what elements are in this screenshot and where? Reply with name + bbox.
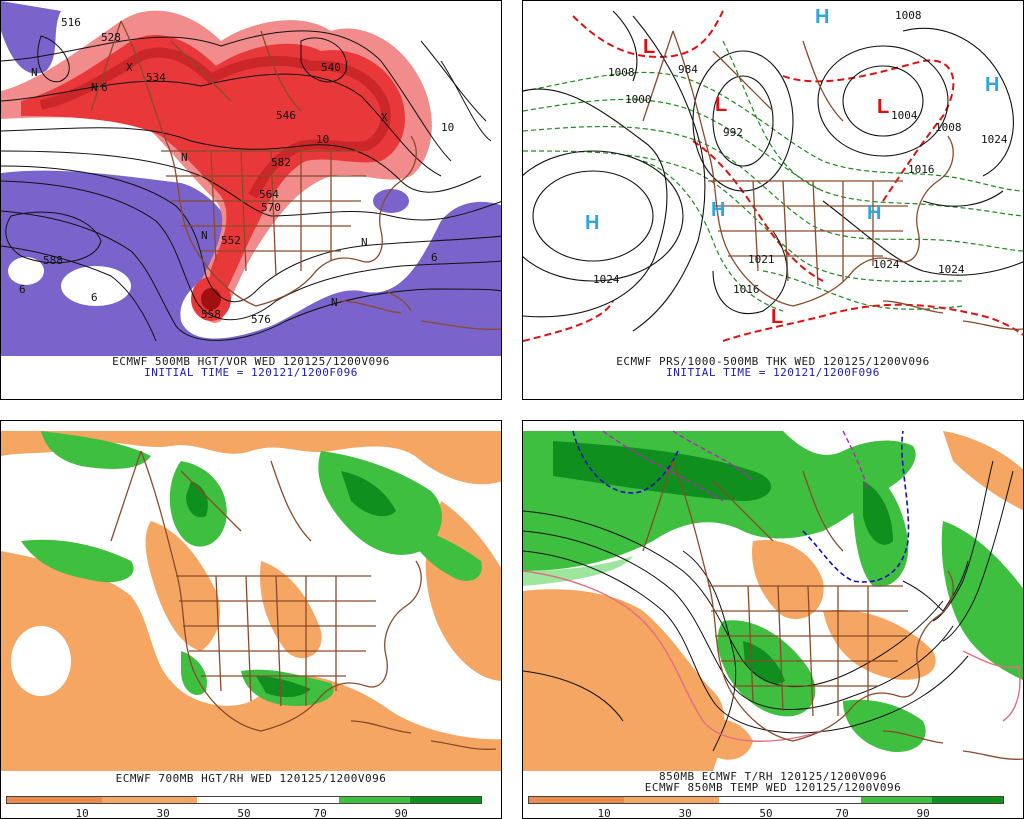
isobar-label: 1024 [873,258,900,271]
dry-area [523,431,1023,771]
temp-rh-850mb-map [523,421,1023,771]
vorticity-label: X [126,61,133,74]
low-pressure-label: L [715,94,727,116]
panel-subcaption: INITIAL TIME = 120121/1200F096 [666,366,880,379]
colorbar-tick: 50 [237,807,251,819]
pressure-center-group: H H H H H L L L L [585,6,999,328]
rh-colorbar [528,796,1004,804]
isobar-label: 1024 [981,133,1008,146]
high-pressure-label: H [985,74,999,96]
contour-label: 588 [43,254,63,267]
isobar-label: 1008 [935,121,962,134]
isobar-label: 1016 [733,283,760,296]
political-boundaries [642,460,1023,760]
vorticity-label: X [381,111,388,124]
contour-label: 570 [261,201,281,214]
contour-label: 546 [276,109,296,122]
temperature-contours-pink [523,570,1021,742]
panel-subcaption: INITIAL TIME = 120121/1200F096 [144,366,358,379]
vorticity-map: 552 564 576 588 582 558 546 534 570 540 … [1,1,501,356]
panel-700mb-rh: ECMWF 700MB HGT/RH WED 120125/1200V096 1… [0,420,502,819]
vorticity-label: N [31,66,38,79]
isobar-label: 1016 [908,163,935,176]
isobar-label: 1000 [625,93,652,106]
isobar-label: 1021 [748,253,775,266]
contour-label: 582 [271,156,291,169]
height-contours [1,30,501,342]
vorticity-label: N [361,236,368,249]
pressure-thickness-map: H H H H H L L L L 1008 1000 1024 1024 10… [523,1,1023,356]
temperature-contours-magenta [602,430,869,502]
thickness-contours-red [523,10,1023,342]
panel-surface-pressure-thickness: H H H H H L L L L 1008 1000 1024 1024 10… [522,0,1024,400]
contour-label: 528 [101,31,121,44]
colorbar-tick: 10 [597,807,611,819]
low-pressure-label: L [643,36,655,58]
political-boundaries [642,30,1023,330]
panel-subcaption: ECMWF 850MB TEMP WED 120125/1200V096 [644,781,902,794]
temperature-contours-blue [572,430,910,583]
colorbar-tick: 70 [313,807,327,819]
panel-caption: ECMWF 700MB HGT/RH WED 120125/1200V096 [115,772,387,785]
thickness-contours-green [523,40,1023,312]
high-pressure-label: H [867,202,881,224]
vorticity-label-group: N N N N N N X X 10 10 6 6 6 6 [19,61,454,309]
isobar-label: 1008 [895,9,922,22]
isobar-label: 992 [723,126,743,139]
vorticity-label: 6 [101,81,108,94]
high-pressure-label: H [585,212,599,234]
panel-850mb-temp-rh: 850MB ECMWF T/RH 120125/1200V096 ECMWF 8… [522,420,1024,819]
colorbar-tick: 90 [916,807,930,819]
colorbar-ticks: 10 30 50 70 90 [6,807,482,819]
colorbar-tick: 30 [156,807,170,819]
high-pressure-label: H [815,6,829,28]
isobars [523,10,1023,332]
contour-label: 516 [61,16,81,29]
panel-caption: ECMWF 500MB HGT/VOR WED 120125/1200V096 [112,355,390,368]
vorticity-label: 6 [91,291,98,304]
vorticity-label: 6 [431,251,438,264]
vorticity-label: N [181,151,188,164]
isobar-label: 1004 [891,109,918,122]
panel-caption: ECMWF PRS/1000-500MB THK WED 120125/1200… [616,355,930,368]
panel-caption: 850MB ECMWF T/RH 120125/1200V096 [659,770,887,783]
low-pressure-label: L [771,306,783,328]
political-boundaries [110,450,497,750]
contour-label-group: 552 564 576 588 582 558 546 534 570 540 … [43,16,341,326]
vorticity-label: 6 [19,283,26,296]
isobar-label: 1024 [938,263,965,276]
high-pressure-label: H [711,199,725,221]
negative-vorticity-area [1,170,501,356]
low-pressure-label: L [877,96,889,118]
vorticity-label: 10 [316,133,329,146]
vorticity-label: N [201,229,208,242]
colorbar-tick: 10 [75,807,89,819]
political-boundaries [90,20,501,330]
contour-label: 558 [201,308,221,321]
vorticity-label: N [91,81,98,94]
vorticity-label: N [331,296,338,309]
contour-label: 564 [259,188,279,201]
isobar-label-group: 1008 1000 1024 1024 1004 1008 1016 1024 … [593,9,1008,296]
panel-500mb-vorticity: 552 564 576 588 582 558 546 534 570 540 … [0,0,502,400]
colorbar-ticks: 10 30 50 70 90 [528,807,1004,819]
isobar-label: 1008 [608,66,635,79]
isobar-label: 984 [678,63,698,76]
contour-label: 540 [321,61,341,74]
colorbar-tick: 90 [394,807,408,819]
rh-colorbar [6,796,482,804]
rh-700mb-map [1,421,501,771]
moist-area [21,431,482,706]
colorbar-tick: 30 [678,807,692,819]
isobar-label: 1024 [593,273,620,286]
colorbar-tick: 50 [759,807,773,819]
contour-label: 552 [221,234,241,247]
moist-area [523,431,1023,752]
contour-label: 576 [251,313,271,326]
vorticity-label: 10 [441,121,454,134]
contour-label: 534 [146,71,166,84]
colorbar-tick: 70 [835,807,849,819]
negative-vorticity-area [373,189,409,213]
